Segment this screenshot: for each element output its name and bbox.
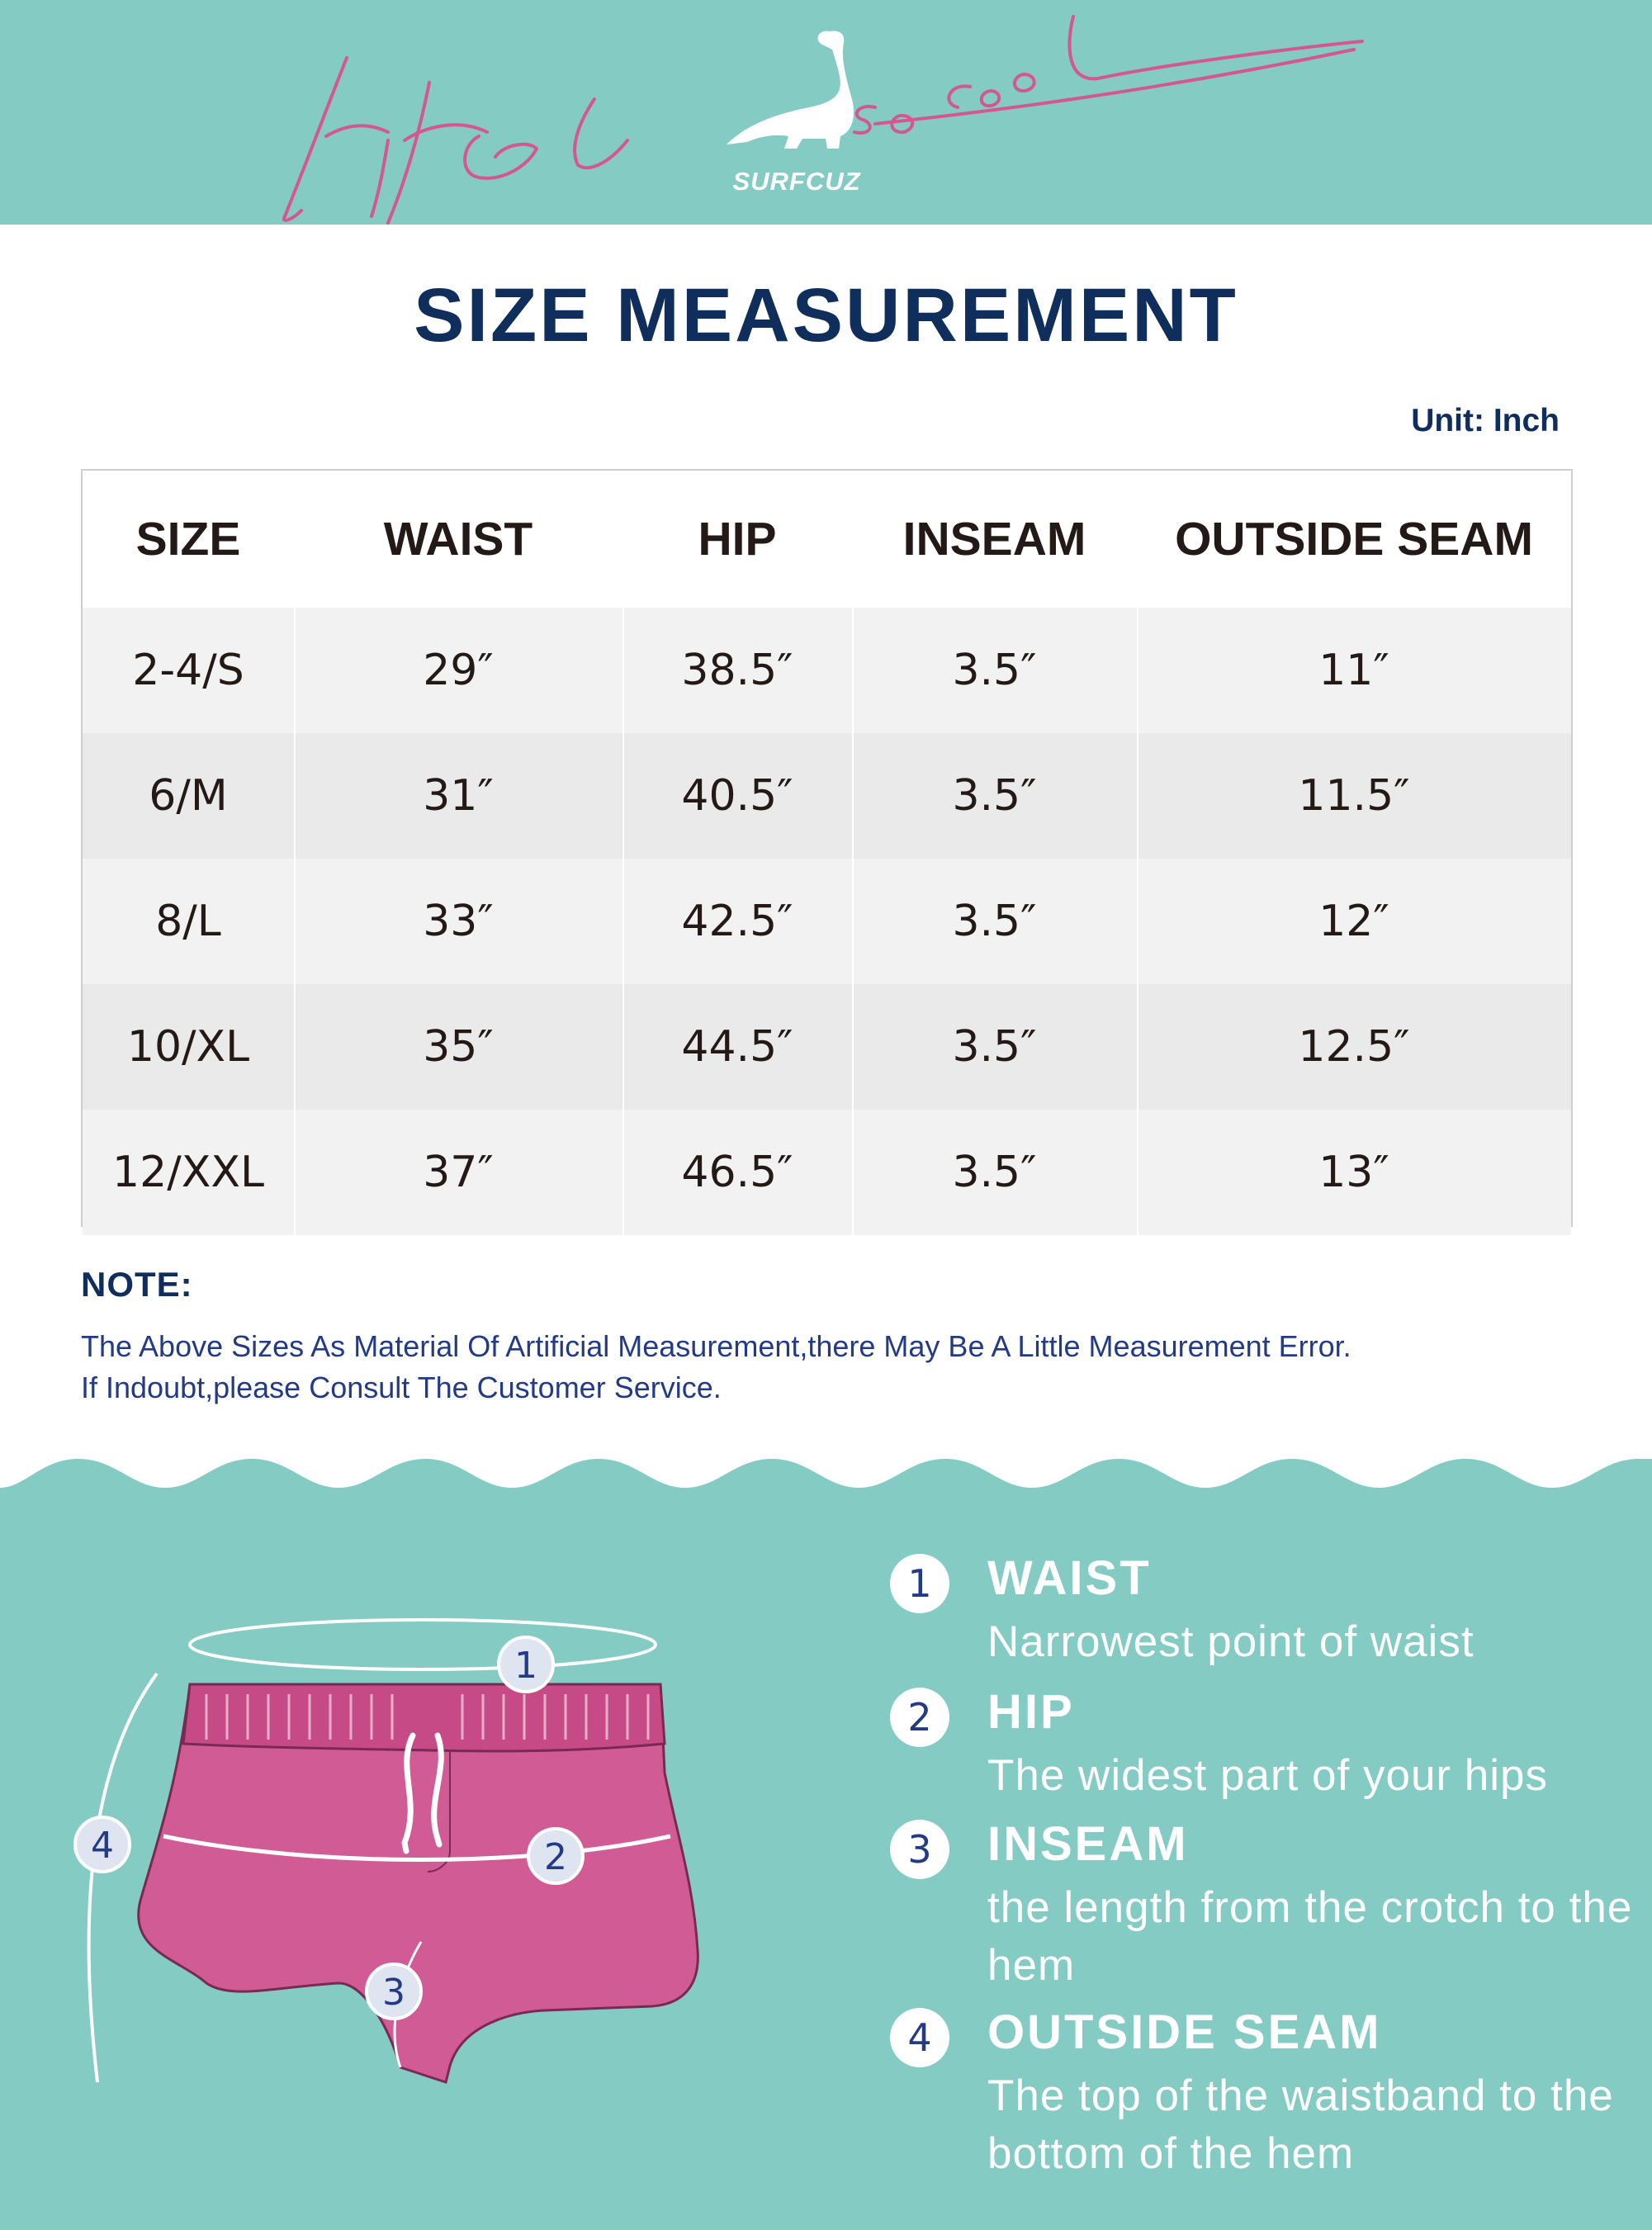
table-row: 10/XL 35″ 44.5″ 3.5″ 12.5″: [83, 984, 1571, 1110]
legend-description: The widest part of your hips: [987, 1751, 1549, 1800]
header-outside-seam: OUTSIDE SEAM: [1175, 513, 1533, 566]
table-row: 8/L 33″ 42.5″ 3.5″ 12″: [83, 859, 1571, 984]
table-row: 6/M 31″ 40.5″ 3.5″ 11.5″: [83, 733, 1571, 859]
waistband: [182, 1683, 666, 1753]
cell-outside-seam: 12.5″: [1137, 984, 1571, 1110]
cell-waist: 29″: [294, 608, 622, 733]
legend-description: The top of the waistband to the bottom o…: [987, 2071, 1614, 2178]
cell-outside-seam: 13″: [1137, 1110, 1571, 1235]
cell-size: 12/XXL: [112, 1148, 264, 1197]
cell-hip: 46.5″: [622, 1110, 852, 1235]
svg-text:3: 3: [382, 1972, 405, 2014]
header-size: SIZE: [135, 513, 241, 566]
cell-hip: 38.5″: [622, 608, 852, 733]
legend-number: 2: [890, 1688, 949, 1747]
legend-description: the length from the crotch to the hem: [987, 1883, 1633, 1990]
marker-2: 2: [527, 1827, 585, 1885]
svg-text:2: 2: [544, 1836, 567, 1878]
marker-4: 4: [73, 1816, 131, 1873]
cell-hip: 42.5″: [622, 859, 852, 984]
note-title: NOTE:: [81, 1265, 193, 1304]
legend-description: Narrowest point of waist: [987, 1617, 1474, 1666]
brand-logo: SURFCUZ: [732, 167, 861, 196]
cell-size: 10/XL: [126, 1022, 250, 1072]
legend-number: 3: [890, 1820, 949, 1879]
cell-waist: 37″: [294, 1110, 622, 1235]
cell-size: 6/M: [149, 771, 228, 821]
script-lettering-logo: [282, 15, 1364, 225]
legend-title: INSEAM: [987, 1817, 1189, 1871]
cell-size: 8/L: [155, 897, 221, 946]
size-table: SIZE WAIST HIP INSEAM OUTSIDE SEAM 2-4/S…: [81, 469, 1573, 1235]
legend-title: WAIST: [987, 1551, 1152, 1605]
cell-inseam: 3.5″: [852, 1110, 1137, 1235]
cell-outside-seam: 12″: [1137, 859, 1571, 984]
measurement-guide-panel: 1 2 3 4 1 WAIST Narrowest point of waist…: [0, 1455, 1652, 2230]
svg-text:1: 1: [514, 1645, 537, 1687]
cell-inseam: 3.5″: [852, 608, 1137, 733]
header-hip: HIP: [698, 513, 777, 566]
svg-text:4: 4: [91, 1825, 114, 1867]
cell-outside-seam: 11.5″: [1137, 733, 1571, 859]
cell-hip: 40.5″: [622, 733, 852, 859]
header-banner: SURFCUZ: [0, 0, 1652, 225]
cell-outside-seam: 11″: [1137, 608, 1571, 733]
shorts-diagram: 1 2 3 4: [73, 1618, 699, 2084]
page-title: SIZE MEASUREMENT: [414, 273, 1238, 357]
header-waist: WAIST: [383, 513, 533, 566]
cell-inseam: 3.5″: [852, 733, 1137, 859]
note-text: The Above Sizes As Material Of Artificia…: [81, 1329, 1351, 1363]
legend-title: OUTSIDE SEAM: [987, 2005, 1382, 2059]
table-row: 12/XXL 37″ 46.5″ 3.5″ 13″: [83, 1110, 1571, 1235]
note-text: If Indoubt,please Consult The Customer S…: [81, 1371, 722, 1404]
table-header-row: SIZE WAIST HIP INSEAM OUTSIDE SEAM: [83, 471, 1571, 608]
legend-number: 4: [890, 2008, 949, 2067]
marker-3: 3: [365, 1962, 423, 2020]
header-inseam: INSEAM: [902, 513, 1086, 566]
legend-number: 1: [890, 1554, 949, 1613]
cell-hip: 44.5″: [622, 984, 852, 1110]
unit-label: Unit: Inch: [1411, 403, 1560, 438]
legend-title: HIP: [987, 1685, 1075, 1739]
drawstring: [401, 1732, 444, 1854]
cell-waist: 33″: [294, 859, 622, 984]
cell-waist: 35″: [294, 984, 622, 1110]
cell-inseam: 3.5″: [852, 859, 1137, 984]
table-row: 2-4/S 29″ 38.5″ 3.5″ 11″: [83, 608, 1571, 733]
cell-size: 2-4/S: [132, 646, 244, 695]
marker-1: 1: [497, 1636, 555, 1693]
cell-waist: 31″: [294, 733, 622, 859]
cell-inseam: 3.5″: [852, 984, 1137, 1110]
